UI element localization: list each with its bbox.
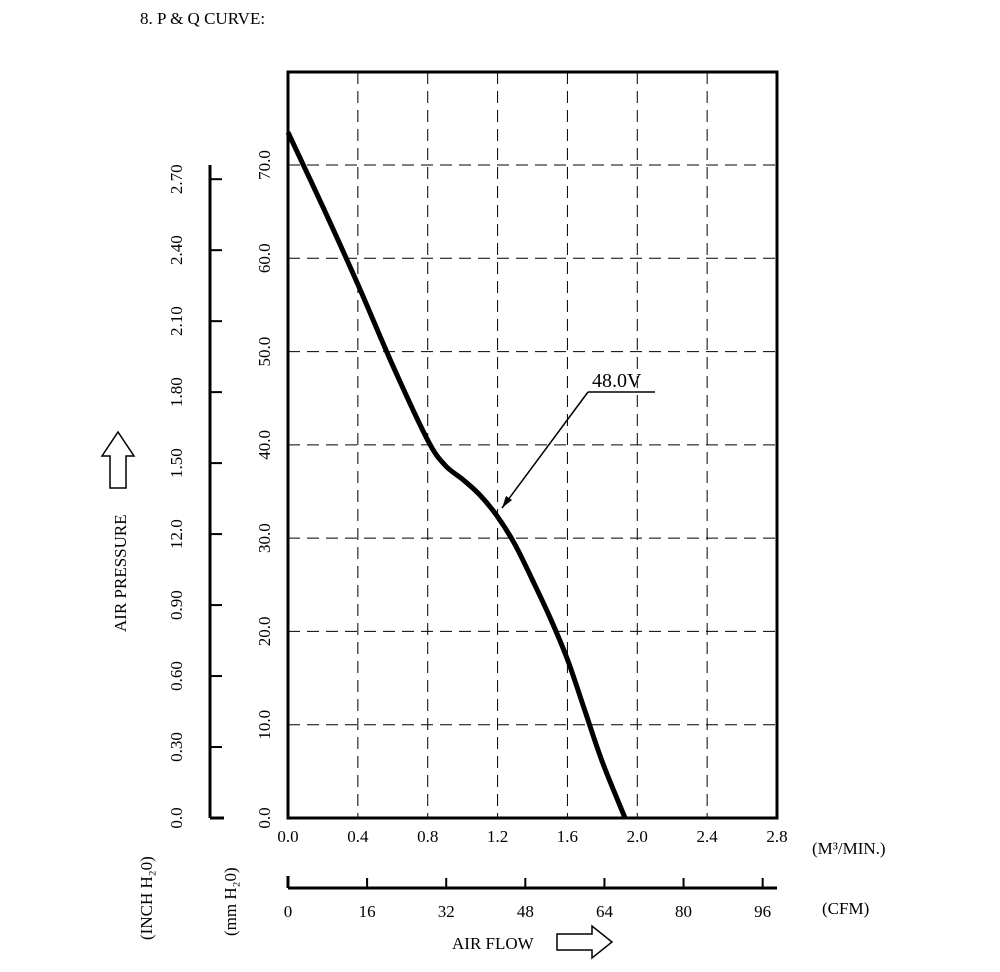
series-label: 48.0V bbox=[592, 370, 642, 392]
inch-tick-label: 0.0 bbox=[167, 807, 186, 828]
x-axis-arrow-icon bbox=[556, 924, 614, 960]
x-unit-secondary: (CFM) bbox=[822, 899, 869, 918]
x-tick-label: 2.8 bbox=[766, 827, 787, 846]
x-tick-label: 2.0 bbox=[627, 827, 648, 846]
inch-tick-label: 2.10 bbox=[167, 306, 186, 336]
y-axis-label: AIR PRESSURE bbox=[111, 514, 130, 632]
cfm-tick-label: 32 bbox=[438, 902, 455, 921]
y-tick-label: 20.0 bbox=[255, 617, 274, 647]
x-tick-label: 1.6 bbox=[557, 827, 578, 846]
y-tick-label: 30.0 bbox=[255, 523, 274, 553]
x-tick-label: 0.4 bbox=[347, 827, 369, 846]
plot-frame bbox=[286, 70, 779, 820]
y-tick-label: 10.0 bbox=[255, 710, 274, 740]
cfm-tick-label: 96 bbox=[754, 902, 771, 921]
inch-tick-label: 1.50 bbox=[167, 448, 186, 478]
cfm-axis: 0 16 32 48 64 80 96 bbox=[284, 876, 777, 921]
y-axis-arrow-icon bbox=[100, 430, 136, 489]
x-tick-label: 1.2 bbox=[487, 827, 508, 846]
y-tick-label: 0.0 bbox=[255, 807, 274, 828]
x-tick-label: 0.8 bbox=[417, 827, 438, 846]
y-tick-label: 60.0 bbox=[255, 243, 274, 273]
y-unit-primary: (mm H₂0) bbox=[221, 867, 240, 936]
x-axis-label: AIR FLOW bbox=[452, 934, 535, 953]
inch-tick-label: 1.80 bbox=[167, 377, 186, 407]
inch-tick-label: 2.70 bbox=[167, 164, 186, 194]
y-axis-ticks: 0.0 10.0 20.0 30.0 40.0 50.0 60.0 70.0 bbox=[255, 150, 274, 829]
inch-tick-label: 2.40 bbox=[167, 235, 186, 265]
x-unit-primary: (M³/MIN.) bbox=[812, 839, 886, 858]
series-label-arrowhead bbox=[502, 496, 512, 508]
x-axis-ticks: 0.0 0.4 0.8 1.2 1.6 2.0 2.4 2.8 bbox=[277, 827, 787, 846]
cfm-tick-label: 16 bbox=[359, 902, 376, 921]
inch-tick-label: 0.30 bbox=[167, 732, 186, 762]
y-unit-secondary: (INCH H₂0) bbox=[137, 856, 156, 940]
y-tick-label: 40.0 bbox=[255, 430, 274, 460]
page-heading: 8. P & Q CURVE: bbox=[140, 9, 265, 28]
cfm-tick-label: 48 bbox=[517, 902, 534, 921]
grid-lines bbox=[288, 72, 777, 818]
x-tick-label: 2.4 bbox=[697, 827, 719, 846]
inch-tick-label: 0.90 bbox=[167, 590, 186, 620]
cfm-tick-label: 0 bbox=[284, 902, 293, 921]
inch-tick-label: 12.0 bbox=[167, 519, 186, 549]
y-tick-label: 50.0 bbox=[255, 337, 274, 367]
inch-tick-label: 0.60 bbox=[167, 661, 186, 691]
cfm-tick-label: 80 bbox=[675, 902, 692, 921]
y-tick-label: 70.0 bbox=[255, 150, 274, 180]
cfm-tick-label: 64 bbox=[596, 902, 614, 921]
series-48v-line bbox=[285, 131, 628, 819]
series-label-leader bbox=[501, 391, 589, 509]
inch-axis: 0.0 0.30 0.60 0.90 12.0 1.50 1.80 2.10 2.40 2.70 bbox=[167, 164, 224, 829]
x-tick-label: 0.0 bbox=[277, 827, 298, 846]
